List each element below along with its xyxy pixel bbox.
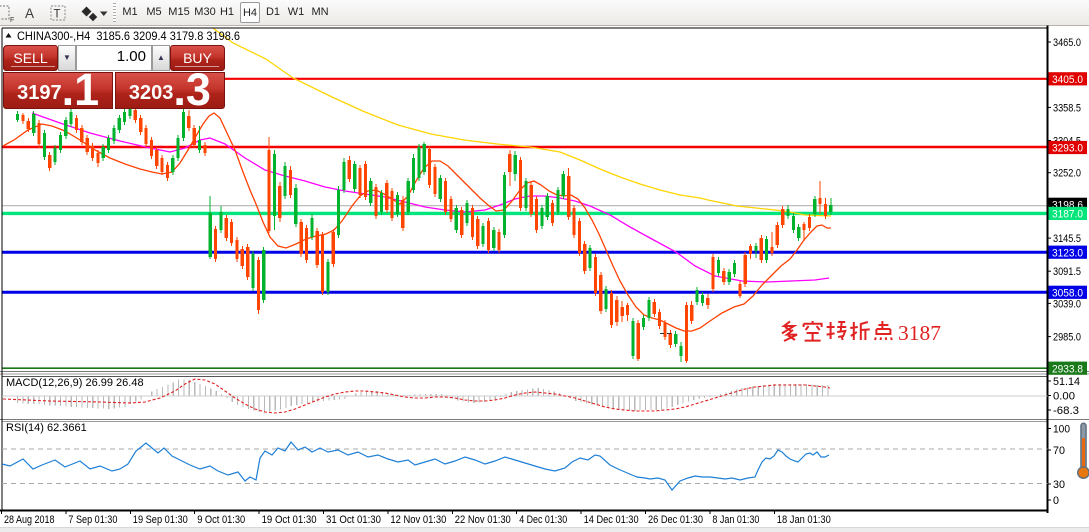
svg-text:30: 30 [1053,479,1065,491]
svg-text:28 Aug 2018: 28 Aug 2018 [4,514,55,526]
svg-text:3058.0: 3058.0 [1052,288,1083,300]
svg-text:3252.0: 3252.0 [1053,168,1081,180]
svg-text:100: 100 [1053,424,1070,436]
svg-text:3405.0: 3405.0 [1052,74,1083,86]
svg-text:19 Sep 01:30: 19 Sep 01:30 [133,514,188,526]
svg-text:22 Nov 01:30: 22 Nov 01:30 [455,514,511,526]
svg-text:3123.0: 3123.0 [1052,247,1083,259]
svg-text:3187: 3187 [898,321,941,345]
svg-text:18 Jan 01:30: 18 Jan 01:30 [777,514,831,526]
svg-text:51.14: 51.14 [1053,376,1080,388]
svg-text:19 Oct 01:30: 19 Oct 01:30 [262,514,317,526]
svg-text:2985.0: 2985.0 [1053,332,1081,344]
svg-text:9 Oct 01:30: 9 Oct 01:30 [197,514,245,526]
svg-text:70: 70 [1053,445,1065,457]
svg-text:4 Dec 01:30: 4 Dec 01:30 [519,514,567,526]
svg-text:31 Oct 01:30: 31 Oct 01:30 [326,514,381,526]
svg-text:7 Sep 01:30: 7 Sep 01:30 [68,514,117,526]
svg-text:3145.5: 3145.5 [1053,233,1081,245]
svg-text:F: F [10,17,14,24]
svg-text:MACD(12,26,9) 26.99 26.48: MACD(12,26,9) 26.99 26.48 [6,377,144,389]
svg-text:T: T [54,9,61,21]
svg-text:0.00: 0.00 [1053,391,1075,403]
svg-text:3465.0: 3465.0 [1053,37,1081,49]
svg-text:12 Nov 01:30: 12 Nov 01:30 [390,514,446,526]
svg-text:3187.0: 3187.0 [1052,209,1083,221]
svg-text:14 Dec 01:30: 14 Dec 01:30 [584,514,639,526]
svg-text:2933.8: 2933.8 [1052,363,1083,375]
svg-text:3358.5: 3358.5 [1053,102,1081,114]
svg-text:3039.0: 3039.0 [1053,298,1081,310]
svg-text:RSI(14) 62.3661: RSI(14) 62.3661 [6,422,87,434]
svg-text:A: A [25,6,34,21]
svg-text:CHINA300-,H4 3185.6 3209.4 31: CHINA300-,H4 3185.6 3209.4 3179.8 3198.6 [17,31,240,43]
svg-text:8 Jan 01:30: 8 Jan 01:30 [712,514,759,526]
svg-text:3293.0: 3293.0 [1052,143,1083,155]
svg-text:-68.3: -68.3 [1053,405,1079,417]
svg-text:0: 0 [1053,495,1059,507]
svg-text:3091.5: 3091.5 [1053,266,1081,278]
svg-text:26 Dec 01:30: 26 Dec 01:30 [648,514,703,526]
